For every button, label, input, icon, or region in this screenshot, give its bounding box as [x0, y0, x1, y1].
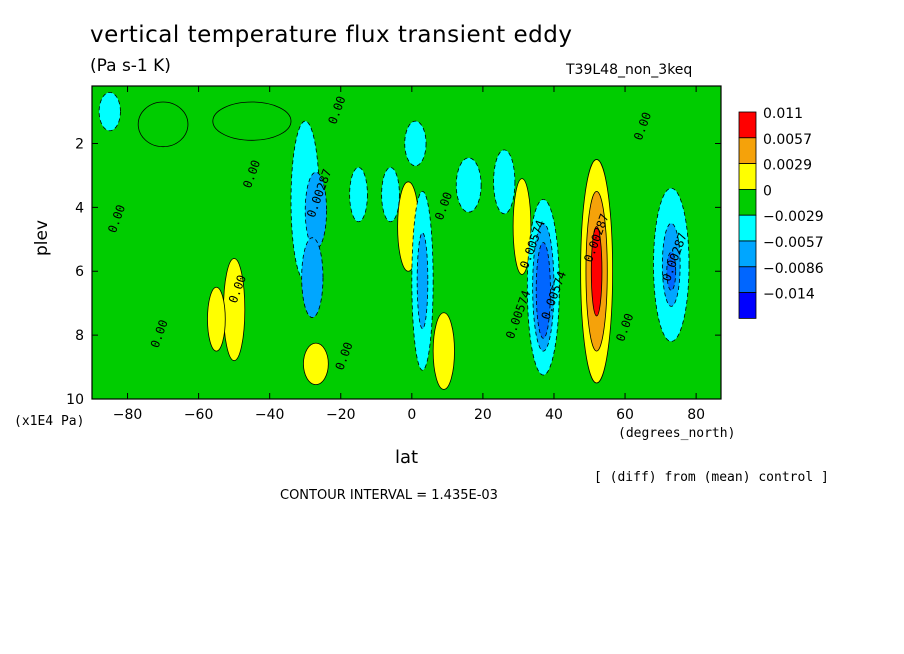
legend-label-7: −0.014 — [763, 287, 815, 303]
x-tick-label-3: −20 — [326, 407, 356, 423]
legend-label-5: −0.0057 — [763, 235, 824, 251]
colorbar-legend: 0.011 0.0057 0.0029 0 −0.0029 −0.0057 −0.0086 −… — [738, 106, 824, 319]
x-axis: −80 −60 −40 −20 0 20 40 60 80 — [113, 86, 705, 423]
legend-label-2: 0.0029 — [763, 158, 812, 174]
field-cell-17 — [493, 149, 516, 215]
field-cell-1 — [137, 101, 189, 148]
legend-swatch-3 — [738, 188, 757, 216]
y-axis: 2 4 6 8 10 — [66, 136, 721, 408]
field-cell-0 — [98, 91, 121, 132]
field-cell-2 — [212, 101, 292, 141]
x-tick-label-8: 80 — [687, 407, 705, 423]
legend-swatch-5 — [738, 240, 757, 268]
field-cell-18 — [512, 178, 532, 275]
y-tick-label-1: 4 — [75, 200, 84, 216]
x-tick-label-7: 60 — [616, 407, 634, 423]
y-axis-label: plev — [32, 219, 53, 257]
field-cell-21 — [535, 242, 551, 339]
chart-title: vertical temperature flux transient eddy — [90, 22, 573, 48]
field-cell-11 — [404, 120, 427, 167]
legend-swatch-0 — [738, 111, 757, 139]
y-axis-unit: (x1E4 Pa) — [14, 414, 85, 429]
legend-label-0: 0.011 — [763, 106, 803, 122]
x-tick-label-6: 40 — [545, 407, 563, 423]
legend-swatch-1 — [738, 137, 757, 165]
y-tick-label-3: 8 — [75, 328, 84, 344]
legend-label-3: 0 — [763, 183, 772, 199]
field-cell-4 — [304, 171, 327, 250]
x-tick-label-4: 0 — [407, 407, 416, 423]
x-tick-label-0: −80 — [113, 407, 143, 423]
run-name: T39L48_non_3keq — [566, 62, 693, 78]
field-cell-14 — [416, 232, 429, 330]
chart-units: (Pa s-1 K) — [90, 56, 171, 76]
legend-swatch-2 — [738, 163, 757, 190]
x-tick-label-1: −60 — [184, 407, 214, 423]
field-cell-16 — [455, 157, 482, 213]
legend-label-1: 0.0057 — [763, 132, 812, 148]
field-cell-27 — [666, 251, 677, 291]
contour-interval: CONTOUR INTERVAL = 1.435E-03 — [280, 488, 498, 503]
heatmap-field — [92, 86, 721, 399]
plot-frame — [91, 85, 722, 400]
y-tick-label-4: 10 — [66, 392, 84, 408]
legend-swatch-4 — [738, 214, 757, 242]
y-tick-label-0: 2 — [75, 136, 84, 152]
x-axis-label: lat — [395, 447, 419, 468]
legend-swatch-6 — [738, 266, 757, 293]
legend-swatch-7 — [738, 292, 757, 319]
x-tick-label-2: −40 — [255, 407, 285, 423]
y-tick-label-2: 6 — [75, 264, 84, 280]
x-axis-unit: (degrees_north) — [618, 426, 736, 441]
field-cell-5 — [301, 237, 324, 318]
field-cell-6 — [223, 258, 246, 362]
field-cell-7 — [207, 286, 226, 352]
field-cell-8 — [303, 342, 329, 386]
field-cell-9 — [349, 167, 368, 223]
diff-note: [ (diff) from (mean) control ] — [594, 470, 829, 485]
field-cell-10 — [381, 167, 400, 223]
legend-label-6: −0.0086 — [763, 261, 824, 277]
field-cell-15 — [432, 312, 455, 390]
x-tick-label-5: 20 — [474, 407, 492, 423]
legend-label-4: −0.0029 — [763, 209, 824, 225]
field-cell-24 — [590, 226, 603, 317]
